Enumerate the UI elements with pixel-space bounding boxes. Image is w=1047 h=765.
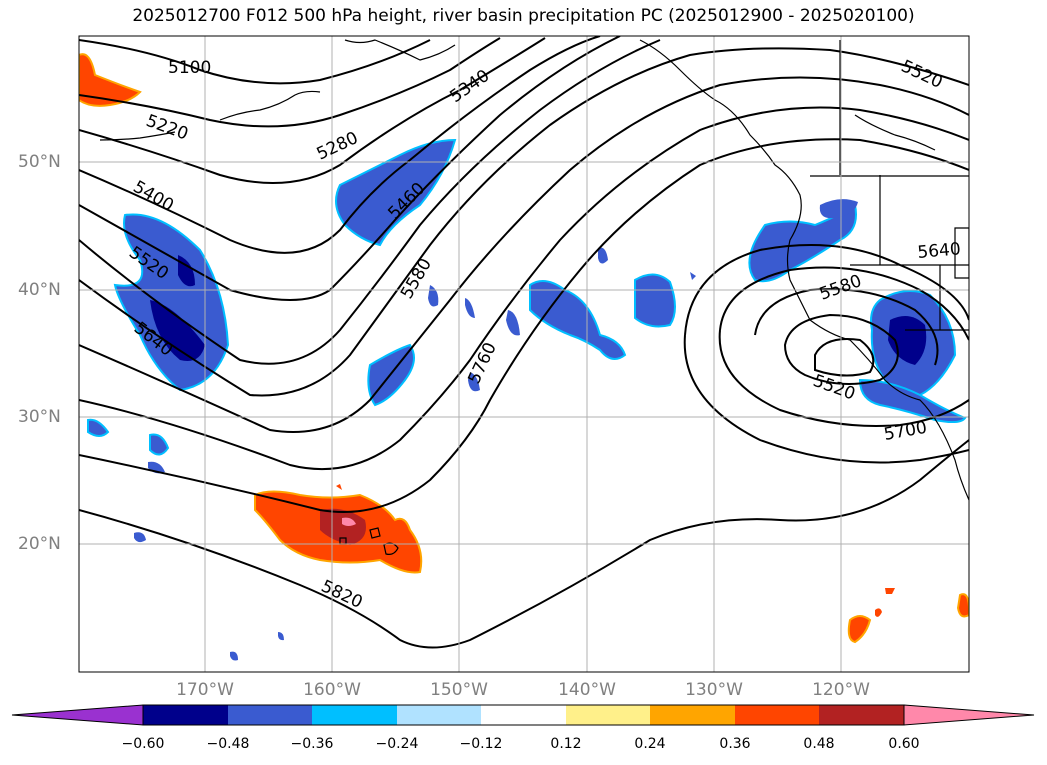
colorbar <box>11 704 1035 726</box>
map-frame <box>78 35 970 673</box>
colorbar-tick-label: −0.24 <box>375 736 419 752</box>
figure-title: 2025012700 F012 500 hPa height, river ba… <box>132 6 915 26</box>
colorbar-bin <box>566 705 650 725</box>
lat-label: 50°N <box>18 152 61 172</box>
contour-label: 5100 <box>168 58 211 78</box>
lon-label: 160°W <box>303 680 361 700</box>
lon-label: 130°W <box>685 680 743 700</box>
colorbar-tick-label: 0.12 <box>550 736 582 752</box>
colorbar-tick-label: 0.24 <box>634 736 666 752</box>
colorbar-tick-label: 0.48 <box>803 736 835 752</box>
colorbar-bin <box>481 705 566 725</box>
colorbar-bin <box>650 705 735 725</box>
colorbar-tick-label: −0.60 <box>121 736 165 752</box>
lat-label: 30°N <box>18 407 61 427</box>
colorbar-bin <box>228 705 312 725</box>
height-contours <box>79 36 969 649</box>
colorbar-high-extend <box>903 704 1035 726</box>
lat-label: 20°N <box>18 534 61 554</box>
colorbar-tick-label: 0.60 <box>888 736 920 752</box>
colorbar-tick-label: −0.48 <box>206 736 250 752</box>
graticule <box>79 36 969 672</box>
colorbar-tick-label: 0.36 <box>719 736 751 752</box>
colorbar-bin <box>143 705 228 725</box>
lon-label: 150°W <box>430 680 488 700</box>
lon-label: 140°W <box>558 680 616 700</box>
contour-label: 5640 <box>917 239 962 263</box>
colorbar-bin <box>397 705 481 725</box>
colorbar-tick-label: −0.12 <box>459 736 503 752</box>
map-background <box>79 36 969 672</box>
colorbar-tick-label: −0.36 <box>290 736 334 752</box>
colorbar-bin <box>819 705 904 725</box>
colorbar-low-extend <box>11 704 144 726</box>
lon-label: 120°W <box>812 680 870 700</box>
lat-label: 40°N <box>18 280 61 300</box>
colorbar-bin <box>735 705 819 725</box>
lon-label: 170°W <box>176 680 234 700</box>
colorbar-bin <box>312 705 397 725</box>
